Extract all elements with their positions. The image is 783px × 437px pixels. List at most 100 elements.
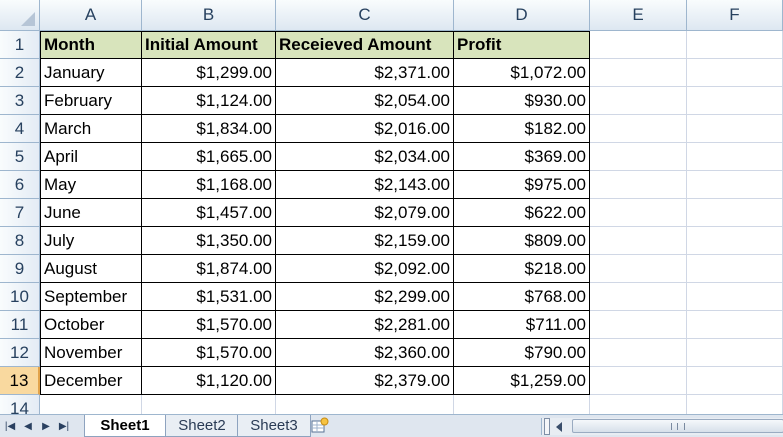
cell-c12[interactable]: $2,360.00 [276, 339, 454, 367]
cell-a4[interactable]: March [40, 115, 142, 143]
cell-e3[interactable] [590, 87, 687, 115]
cell-b8[interactable]: $1,350.00 [142, 227, 276, 255]
cell-e14[interactable] [590, 395, 687, 414]
row-header[interactable]: 12 [0, 339, 40, 367]
scroll-left-icon[interactable] [556, 422, 562, 432]
cell-e13[interactable] [590, 367, 687, 395]
cell-f13[interactable] [687, 367, 783, 395]
cell-a14[interactable] [40, 395, 142, 414]
cell-c4[interactable]: $2,016.00 [276, 115, 454, 143]
cell-e2[interactable] [590, 59, 687, 87]
cell-e9[interactable] [590, 255, 687, 283]
cell-b7[interactable]: $1,457.00 [142, 199, 276, 227]
cell-f9[interactable] [687, 255, 783, 283]
column-header-f[interactable]: F [687, 0, 783, 31]
cell-e4[interactable] [590, 115, 687, 143]
cell-f12[interactable] [687, 339, 783, 367]
cell-d14[interactable] [454, 395, 590, 414]
cell-b14[interactable] [142, 395, 276, 414]
cell-b10[interactable]: $1,531.00 [142, 283, 276, 311]
cell-e7[interactable] [590, 199, 687, 227]
tab-split-handle[interactable] [544, 418, 550, 435]
column-header-a[interactable]: A [40, 0, 142, 31]
cell-d11[interactable]: $711.00 [454, 311, 590, 339]
cell-d1[interactable]: Profit [454, 31, 590, 59]
cell-c8[interactable]: $2,159.00 [276, 227, 454, 255]
cell-a13[interactable]: December [40, 367, 142, 395]
sheet-tab-sheet3[interactable]: Sheet3 [237, 415, 311, 437]
cell-f11[interactable] [687, 311, 783, 339]
cell-a10[interactable]: September [40, 283, 142, 311]
cell-a1[interactable]: Month [40, 31, 142, 59]
cell-b1[interactable]: Initial Amount [142, 31, 276, 59]
cell-d9[interactable]: $218.00 [454, 255, 590, 283]
column-header-b[interactable]: B [142, 0, 276, 31]
row-header[interactable]: 8 [0, 227, 40, 255]
row-header[interactable]: 11 [0, 311, 40, 339]
cell-f2[interactable] [687, 59, 783, 87]
sheet-tab-sheet1[interactable]: Sheet1 [84, 415, 166, 437]
cell-a11[interactable]: October [40, 311, 142, 339]
cell-c3[interactable]: $2,054.00 [276, 87, 454, 115]
cell-f3[interactable] [687, 87, 783, 115]
row-header[interactable]: 7 [0, 199, 40, 227]
last-sheet-icon[interactable]: ▶| [58, 420, 70, 432]
cell-b11[interactable]: $1,570.00 [142, 311, 276, 339]
row-header[interactable]: 5 [0, 143, 40, 171]
prev-sheet-icon[interactable]: ◀ [24, 420, 32, 432]
cell-e10[interactable] [590, 283, 687, 311]
cell-b2[interactable]: $1,299.00 [142, 59, 276, 87]
cell-b4[interactable]: $1,834.00 [142, 115, 276, 143]
cell-d13[interactable]: $1,259.00 [454, 367, 590, 395]
row-header[interactable]: 9 [0, 255, 40, 283]
cell-c1[interactable]: Receieved Amount [276, 31, 454, 59]
cell-e12[interactable] [590, 339, 687, 367]
cell-c5[interactable]: $2,034.00 [276, 143, 454, 171]
column-header-c[interactable]: C [276, 0, 454, 31]
cell-f7[interactable] [687, 199, 783, 227]
insert-worksheet-icon[interactable] [310, 417, 330, 435]
cell-a7[interactable]: June [40, 199, 142, 227]
sheet-tab-sheet2[interactable]: Sheet2 [163, 415, 241, 437]
row-header[interactable]: 2 [0, 59, 40, 87]
cell-f8[interactable] [687, 227, 783, 255]
row-header[interactable]: 10 [0, 283, 40, 311]
row-header[interactable]: 3 [0, 87, 40, 115]
cell-d2[interactable]: $1,072.00 [454, 59, 590, 87]
row-header[interactable]: 14 [0, 395, 40, 414]
cell-f6[interactable] [687, 171, 783, 199]
cell-c9[interactable]: $2,092.00 [276, 255, 454, 283]
scroll-thumb[interactable] [572, 419, 783, 433]
horizontal-scrollbar[interactable] [541, 418, 783, 435]
cell-d5[interactable]: $369.00 [454, 143, 590, 171]
cell-f1[interactable] [687, 31, 783, 59]
cell-e8[interactable] [590, 227, 687, 255]
cell-a12[interactable]: November [40, 339, 142, 367]
cell-a2[interactable]: January [40, 59, 142, 87]
cell-d12[interactable]: $790.00 [454, 339, 590, 367]
cell-a3[interactable]: February [40, 87, 142, 115]
cell-d3[interactable]: $930.00 [454, 87, 590, 115]
cell-d10[interactable]: $768.00 [454, 283, 590, 311]
select-all-corner[interactable] [0, 0, 40, 31]
cell-f10[interactable] [687, 283, 783, 311]
cell-b5[interactable]: $1,665.00 [142, 143, 276, 171]
cell-d6[interactable]: $975.00 [454, 171, 590, 199]
cell-b3[interactable]: $1,124.00 [142, 87, 276, 115]
cell-a5[interactable]: April [40, 143, 142, 171]
cell-d8[interactable]: $809.00 [454, 227, 590, 255]
cell-a6[interactable]: May [40, 171, 142, 199]
cell-b6[interactable]: $1,168.00 [142, 171, 276, 199]
cell-f14[interactable] [687, 395, 783, 414]
row-header[interactable]: 4 [0, 115, 40, 143]
cell-d7[interactable]: $622.00 [454, 199, 590, 227]
cell-e11[interactable] [590, 311, 687, 339]
cell-c13[interactable]: $2,379.00 [276, 367, 454, 395]
cell-c6[interactable]: $2,143.00 [276, 171, 454, 199]
cell-e6[interactable] [590, 171, 687, 199]
cell-a9[interactable]: August [40, 255, 142, 283]
cell-c11[interactable]: $2,281.00 [276, 311, 454, 339]
first-sheet-icon[interactable]: |◀ [4, 420, 16, 432]
cell-c14[interactable] [276, 395, 454, 414]
cell-f5[interactable] [687, 143, 783, 171]
